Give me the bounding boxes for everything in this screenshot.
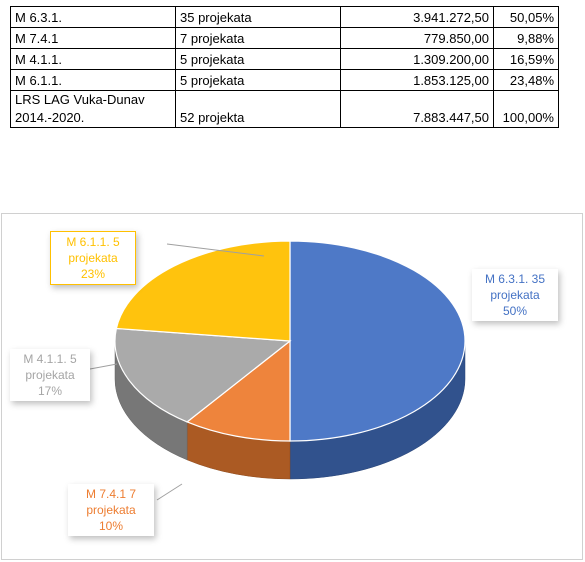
total-projects-cell: 52 projekta (175, 90, 341, 128)
share-cell: 9,88% (493, 27, 559, 49)
measure-cell: M 6.1.1. (10, 69, 176, 91)
pie-slice (114, 327, 292, 423)
slice-label-m411: M 4.1.1. 5 projekata 17% (10, 349, 90, 401)
amount-cell: 1.309.200,00 (340, 48, 494, 70)
table-row: M 6.1.1. 5 projekata 1.853.125,00 23,48% (10, 69, 559, 91)
projects-cell: 7 projekata (175, 27, 341, 49)
total-measure-cell: LRS LAG Vuka-Dunav 2014.-2020. (10, 90, 176, 128)
total-measure-line2: 2014.-2020. (15, 110, 85, 125)
pie-slice (185, 339, 291, 442)
slice-label-percent: 17% (37, 384, 63, 398)
measure-cell: M 6.3.1. (10, 6, 176, 28)
pie-slice (115, 240, 291, 342)
slice-label-line: projekata (490, 288, 540, 302)
slice-label-percent: 50% (502, 304, 528, 318)
slice-label-m631: M 6.3.1. 35 projekata 50% (472, 269, 558, 321)
projects-cell: 5 projekata (175, 69, 341, 91)
total-measure-line1: LRS LAG Vuka-Dunav (15, 92, 145, 107)
slice-label-line: M 6.1.1. 5 (66, 235, 120, 249)
total-share-cell: 100,00% (493, 90, 559, 128)
chart-area: M 6.3.1. 35 projekata 50% M 7.4.1 7 proj… (1, 213, 583, 560)
slice-label-percent: 10% (98, 519, 124, 533)
slice-label-line: projekata (25, 368, 75, 382)
measure-cell: M 7.4.1 (10, 27, 176, 49)
slice-label-line: M 6.3.1. 35 (484, 272, 546, 286)
slice-label-line: M 4.1.1. 5 (23, 352, 77, 366)
total-amount-cell: 7.883.447,50 (340, 90, 494, 128)
table-row: M 4.1.1. 5 projekata 1.309.200,00 16,59% (10, 48, 559, 70)
table-row: M 6.3.1. 35 projekata 3.941.272,50 50,05… (10, 6, 559, 28)
leader-line (166, 243, 265, 257)
share-cell: 16,59% (493, 48, 559, 70)
projects-table: M 6.3.1. 35 projekata 3.941.272,50 50,05… (10, 6, 559, 128)
slice-label-m611: M 6.1.1. 5 projekata 23% (50, 231, 136, 285)
slice-label-percent: 23% (80, 267, 106, 281)
share-cell: 50,05% (493, 6, 559, 28)
projects-cell: 5 projekata (175, 48, 341, 70)
amount-cell: 3.941.272,50 (340, 6, 494, 28)
share-cell: 23,48% (493, 69, 559, 91)
leader-line (89, 363, 118, 370)
pie-chart (89, 240, 466, 501)
table-row: M 7.4.1 7 projekata 779.850,00 9,88% (10, 27, 559, 49)
amount-cell: 779.850,00 (340, 27, 494, 49)
pie-slice (289, 240, 466, 442)
projects-cell: 35 projekata (175, 6, 341, 28)
slice-label-m741: M 7.4.1 7 projekata 10% (68, 484, 154, 536)
slice-label-line: projekata (86, 503, 136, 517)
leader-line (156, 483, 183, 501)
slice-label-line: M 7.4.1 7 (85, 487, 137, 501)
slice-label-line: projekata (68, 251, 118, 265)
table-total-row: LRS LAG Vuka-Dunav 2014.-2020. 52 projek… (10, 90, 559, 128)
pie-tops (114, 240, 466, 442)
measure-cell: M 4.1.1. (10, 48, 176, 70)
amount-cell: 1.853.125,00 (340, 69, 494, 91)
